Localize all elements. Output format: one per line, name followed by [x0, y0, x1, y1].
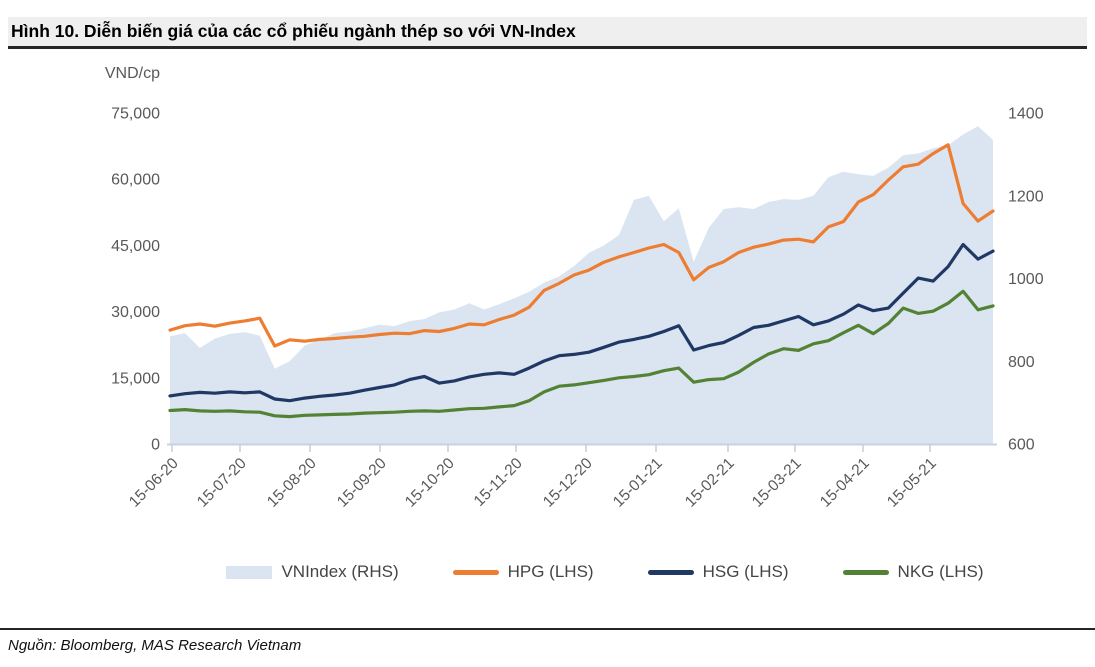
source-note: Nguồn: Bloomberg, MAS Research Vietnam [8, 637, 302, 654]
y-axis-left-label: 30,000 [111, 304, 160, 321]
x-axis-label: 15-09-20 [334, 455, 390, 511]
legend-label-nkg: NKG (LHS) [897, 562, 984, 581]
x-axis-label: 15-06-20 [126, 455, 182, 511]
x-axis-label: 15-04-21 [817, 455, 873, 511]
y-axis-left-label: 0 [151, 437, 160, 454]
y-axis-left: VND/cp 0 15,000 30,000 45,000 60,000 75,000 [105, 65, 160, 454]
y-axis-right-label: 600 [1008, 437, 1035, 454]
figure-title-bar: Hình 10. Diễn biến giá của các cổ phiếu … [8, 17, 1087, 49]
legend-item-hpg: HPG (LHS) [452, 562, 594, 582]
x-axis [167, 443, 997, 452]
figure-title: Hình 10. Diễn biến giá của các cổ phiếu … [11, 21, 576, 41]
y-axis-left-label: 45,000 [111, 238, 160, 255]
hpg-line-series [168, 143, 995, 348]
chart-legend: VNIndex (RHS) HPG (LHS) HSG (LHS) NKG (L… [165, 560, 1045, 584]
x-axis-label: 15-05-21 [884, 455, 940, 511]
x-axis-label: 15-08-20 [264, 455, 320, 511]
legend-label-hsg: HSG (LHS) [702, 562, 789, 581]
x-axis-label: 15-07-20 [194, 455, 250, 511]
vnindex-area-swatch [226, 565, 273, 579]
y-axis-right-label: 1200 [1008, 188, 1044, 205]
y-axis-left-label: 75,000 [111, 106, 160, 123]
legend-item-vnindex: VNIndex (RHS) [226, 562, 399, 582]
hsg-line-series [168, 242, 995, 403]
legend-label-vnindex: VNIndex (RHS) [281, 562, 399, 581]
legend-item-nkg: NKG (LHS) [842, 562, 984, 582]
legend-item-hsg: HSG (LHS) [647, 562, 789, 582]
hpg-line-swatch [452, 569, 499, 575]
x-axis-label: 15-12-20 [540, 455, 596, 511]
hsg-line-swatch [647, 569, 694, 575]
y-axis-left-unit: VND/cp [105, 65, 160, 82]
y-axis-right: 600 800 1000 1200 1400 [1008, 106, 1044, 454]
x-axis-label: 15-11-20 [471, 455, 526, 510]
y-axis-left-label: 60,000 [111, 172, 160, 189]
footer-divider [0, 628, 1095, 630]
nkg-line-swatch [842, 569, 889, 575]
vnindex-area-series [170, 126, 993, 444]
x-axis-labels: 15-06-20 15-07-20 15-08-20 15-09-20 15-10-20… [126, 455, 940, 511]
y-axis-right-label: 1000 [1008, 271, 1044, 288]
x-axis-label: 15-01-21 [610, 455, 666, 511]
x-axis-label: 15-02-21 [682, 455, 738, 511]
legend-label-hpg: HPG (LHS) [507, 562, 594, 581]
y-axis-right-label: 1400 [1008, 106, 1044, 123]
x-axis-label: 15-10-20 [402, 455, 458, 511]
y-axis-right-label: 800 [1008, 354, 1035, 371]
x-axis-label: 15-03-21 [749, 455, 805, 511]
nkg-line-series [168, 289, 995, 419]
y-axis-left-label: 15,000 [111, 370, 160, 387]
